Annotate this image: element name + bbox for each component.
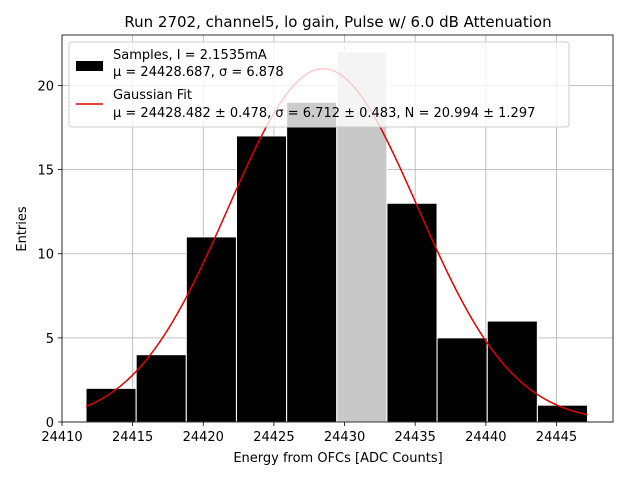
histogram-bar	[286, 101, 338, 423]
x-tick-label: 24430	[324, 430, 365, 445]
y-tick-label: 0	[46, 416, 54, 431]
histogram-bar	[436, 337, 488, 423]
histogram-bar	[235, 135, 288, 423]
y-tick-label: 20	[37, 79, 54, 94]
x-axis-ticks: 24410 24415 24420 24425 24430 24435 24440 24445	[41, 422, 577, 445]
x-tick-label: 24435	[395, 430, 436, 445]
x-tick-label: 24425	[253, 430, 294, 445]
y-axis-ticks: 0 5 10 15 20	[37, 79, 62, 431]
x-tick-label: 24440	[465, 430, 506, 445]
legend-fit-stats: μ = 24428.482 ± 0.478, σ = 6.712 ± 0.483…	[113, 106, 535, 121]
x-axis-title: Energy from OFCs [ADC Counts]	[233, 451, 442, 466]
legend: Samples, I = 2.1535mA μ = 24428.687, σ =…	[68, 41, 570, 128]
legend-samples-stats: μ = 24428.687, σ = 6.878	[113, 65, 284, 80]
legend-box	[68, 41, 570, 128]
chart-title: Run 2702, channel5, lo gain, Pulse w/ 6.…	[124, 13, 551, 31]
x-tick-label: 24415	[112, 430, 153, 445]
axes-frame	[61, 34, 614, 423]
legend-samples-label: Samples, I = 2.1535mA	[113, 48, 267, 63]
y-tick-label: 10	[37, 248, 54, 263]
legend-fit-label: Gaussian Fit	[113, 88, 192, 103]
y-axis-title: Entries	[15, 206, 30, 252]
y-tick-label: 5	[46, 332, 54, 347]
x-tick-label: 24445	[536, 430, 577, 445]
histogram-bar	[386, 202, 438, 423]
x-tick-label: 24410	[41, 430, 82, 445]
histogram-bar	[486, 320, 538, 423]
legend-samples-swatch	[76, 61, 103, 71]
histogram-bar	[135, 354, 187, 423]
histogram-bar	[185, 236, 237, 423]
y-tick-label: 15	[37, 164, 54, 179]
x-tick-label: 24420	[183, 430, 224, 445]
bars	[85, 51, 588, 423]
